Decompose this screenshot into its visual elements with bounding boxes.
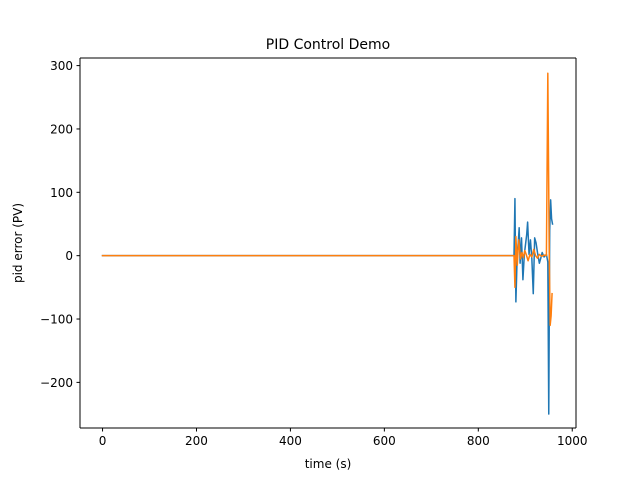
y-tick-label: 300 [50, 59, 73, 73]
x-tick-label: 1000 [557, 434, 588, 448]
x-tick-label: 0 [99, 434, 107, 448]
y-tick-label: −200 [40, 376, 73, 390]
x-axis-label: time (s) [305, 457, 352, 471]
x-tick-label: 200 [185, 434, 208, 448]
y-axis-label: pid error (PV) [11, 203, 25, 283]
x-tick-label: 600 [373, 434, 396, 448]
y-tick-label: 200 [50, 122, 73, 136]
series-layer [101, 72, 554, 415]
x-axis-ticks: 0 200 400 600 800 1000 [99, 428, 588, 448]
x-tick-label: 800 [467, 434, 490, 448]
y-tick-label: −100 [40, 313, 73, 327]
plot-area [80, 58, 576, 428]
chart-title: PID Control Demo [266, 37, 390, 53]
y-tick-label: 0 [65, 249, 73, 263]
x-tick-label: 400 [279, 434, 302, 448]
series-line-2 [101, 72, 553, 327]
y-axis-ticks: −200 −100 0 100 200 300 [40, 59, 80, 390]
axes-frame [79, 57, 577, 429]
y-tick-label: 100 [50, 186, 73, 200]
